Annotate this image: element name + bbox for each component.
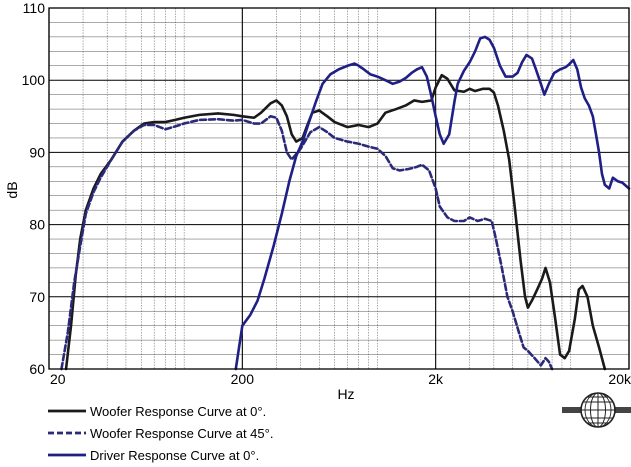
- manufacturer-globe-logo: [562, 392, 631, 428]
- plot-frame: [48, 7, 630, 370]
- y-tick-label: 80: [29, 217, 45, 233]
- series-line-2: [60, 115, 554, 371]
- legend-label-1: Woofer Response Curve at 0°.: [90, 404, 266, 419]
- y-tick-label: 110: [23, 0, 46, 16]
- x-axis-ticks: 20 200 2k 20k: [50, 371, 631, 387]
- y-axis-title: dB: [4, 181, 20, 198]
- legend-label-3: Driver Response Curve at 0°.: [90, 448, 259, 463]
- series-line-1: [64, 73, 607, 371]
- x-tick-label: 20k: [608, 371, 631, 387]
- x-tick-label: 2k: [428, 371, 444, 387]
- y-tick-label: 60: [29, 361, 45, 377]
- series-line-3: [234, 35, 631, 371]
- plot-series: [60, 35, 631, 371]
- x-tick-label: 20: [50, 371, 66, 387]
- plot-grid: [48, 7, 630, 370]
- y-tick-label: 100: [22, 72, 46, 88]
- y-axis-ticks: 60 70 80 90 100 110: [22, 0, 46, 377]
- y-tick-label: 90: [29, 144, 45, 160]
- y-tick-label: 70: [29, 289, 45, 305]
- legend-label-2: Woofer Response Curve at 45°.: [90, 426, 273, 441]
- x-tick-label: 200: [231, 371, 255, 387]
- chart-legend: Woofer Response Curve at 0°. Woofer Respo…: [48, 404, 273, 463]
- x-axis-title: Hz: [337, 386, 354, 402]
